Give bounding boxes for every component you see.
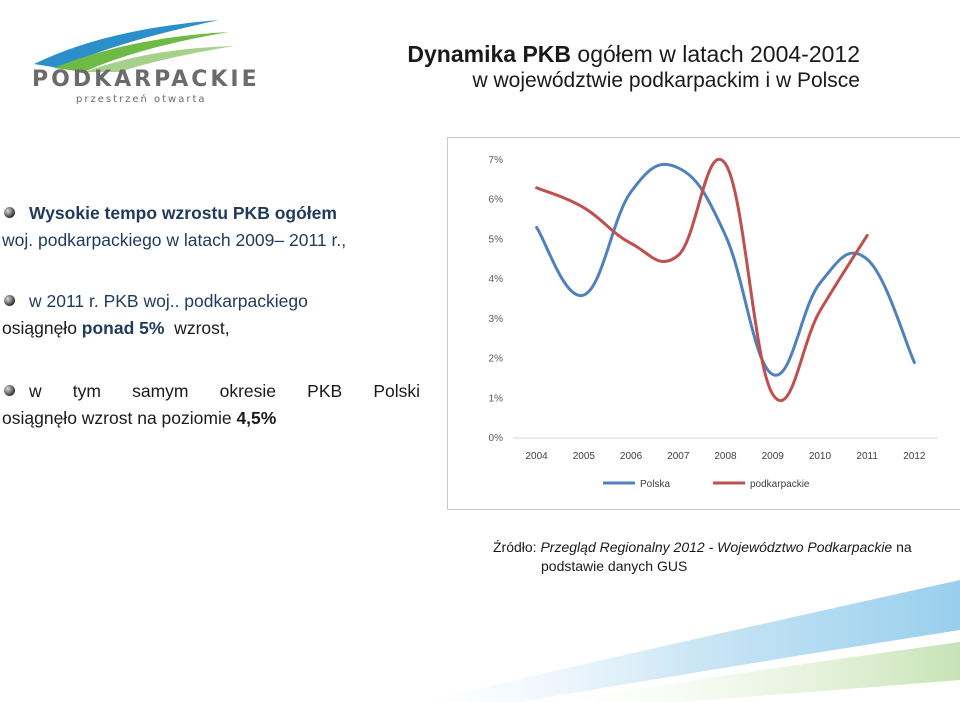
source-note: Źródło: Przegląd Regionalny 2012 - Wojew… — [493, 538, 953, 576]
logo: PODKARPACKIE przestrzeń otwarta — [14, 12, 257, 112]
bullet-dot-icon — [4, 385, 15, 396]
y-tick-label: 7% — [489, 155, 504, 166]
x-tick-label: 2007 — [667, 451, 690, 462]
title-rest: ogółem w latach 2004-2012 — [571, 41, 860, 67]
y-tick-label: 1% — [489, 393, 504, 404]
bullet-3-bold: 4,5% — [236, 408, 277, 428]
source-line2: podstawie danych GUS — [541, 558, 688, 574]
y-tick-label: 5% — [489, 234, 504, 245]
bullet-dot-icon — [4, 207, 15, 218]
source-suffix: na — [892, 539, 912, 555]
chart-container: 0% 1% 2% 3% 4% 5% 6% 7% 2004 2005 2006 2007 2008 2009… — [447, 137, 960, 510]
bullet-1-text: woj. podkarpackiego w latach 2009– 2011 … — [2, 230, 347, 250]
bullet-2-pre: osiągnęło — [2, 318, 82, 338]
bullet-2-bold: ponad 5% — [81, 318, 165, 338]
x-tick-label: 2004 — [525, 451, 548, 462]
bullet-item-1: Wysokie tempo wzrostu PKB ogółem woj. po… — [2, 200, 420, 254]
y-tick-label: 6% — [489, 195, 504, 206]
source-prefix: Źródło: — [493, 539, 541, 555]
line-chart: 0% 1% 2% 3% 4% 5% 6% 7% 2004 2005 2006 2007 2008 2009… — [489, 155, 938, 490]
bullet-3-pre: osiągnęło wzrost na poziomie — [2, 408, 237, 428]
title-bold: Dynamika PKB — [407, 41, 572, 67]
y-tick-label: 2% — [489, 354, 504, 365]
bullet-item-3: w tym samym okresie PKB Polski osiągnęło… — [2, 378, 420, 432]
title-line2: w województwie podkarpackim i w Polsce — [472, 69, 861, 92]
x-tick-label: 2012 — [903, 451, 926, 462]
x-tick-label: 2011 — [856, 451, 878, 462]
decorative-wave — [420, 580, 960, 702]
legend-label: Polska — [640, 479, 670, 490]
bullet-3-line1: w tym samym okresie PKB Polski — [29, 381, 420, 401]
logo-name: PODKARPACKIE — [32, 67, 260, 92]
source-italic: Przegląd Regionalny 2012 - Województwo P… — [540, 539, 893, 555]
x-tick-label: 2010 — [809, 451, 832, 462]
bullet-2-post: wzrost, — [164, 318, 230, 338]
y-tick-label: 0% — [489, 433, 504, 444]
bullet-dot-icon — [4, 295, 15, 306]
logo-swoosh-icon — [34, 20, 234, 72]
x-tick-label: 2005 — [573, 451, 596, 462]
logo-tagline: przestrzeń otwarta — [76, 94, 207, 105]
x-tick-label: 2006 — [620, 451, 643, 462]
bullet-item-2: w 2011 r. PKB woj.. podkarpackiego osiąg… — [2, 288, 420, 342]
y-tick-label: 3% — [489, 314, 504, 325]
bullet-1-bold: Wysokie tempo wzrostu PKB ogółem — [29, 203, 337, 223]
series-line-podkarpackie — [535, 158, 869, 403]
title-line1: Dynamika PKB ogółem w latach 2004-2012 — [300, 40, 860, 68]
x-tick-label: 2008 — [714, 451, 737, 462]
bullet-2-line1: w 2011 r. PKB woj.. podkarpackiego — [29, 291, 308, 311]
legend-label: podkarpackie — [750, 479, 810, 490]
page-title: Dynamika PKB ogółem w latach 2004-2012 w… — [300, 40, 860, 94]
series-line-polska — [535, 162, 916, 377]
y-tick-label: 4% — [489, 274, 504, 285]
x-tick-label: 2009 — [762, 451, 785, 462]
